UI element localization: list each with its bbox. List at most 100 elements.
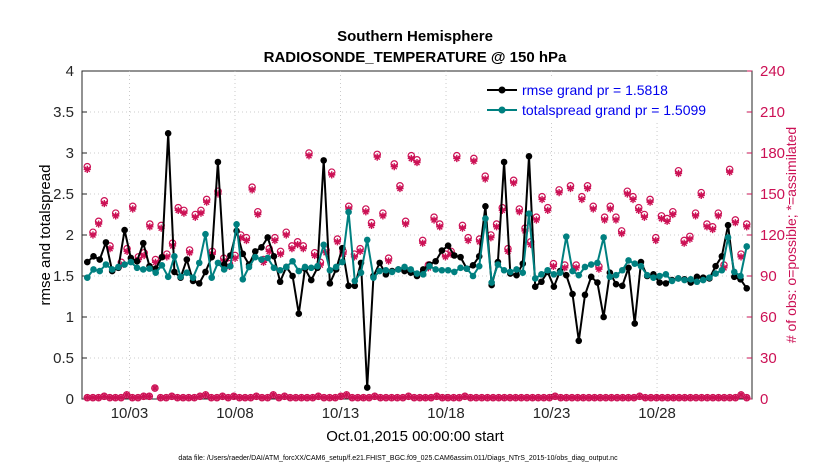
obs-assimilated-marker: [433, 392, 441, 400]
point-spread: [133, 264, 141, 272]
obs-assimilated-marker: [726, 168, 734, 176]
obs-assimilated-marker: [663, 217, 671, 225]
point-spread: [475, 262, 483, 270]
obs-assimilated-marker: [111, 394, 120, 402]
point-spread: [332, 263, 340, 271]
y2-tick-label: 180: [760, 145, 785, 162]
obs-assimilated-marker: [286, 394, 294, 402]
point-spread: [730, 268, 738, 276]
obs-assimilated-marker: [190, 394, 198, 402]
obs-assimilated-marker: [606, 205, 614, 213]
point-spread: [102, 261, 110, 268]
point-rmse: [581, 291, 589, 299]
point-rmse: [625, 264, 632, 272]
point-rmse: [662, 280, 670, 287]
point-spread: [519, 269, 527, 277]
obs-assimilated-marker: [356, 247, 364, 255]
obs-assimilated-marker: [714, 212, 722, 220]
point-spread: [289, 257, 296, 265]
obs-assimilated-marker: [123, 247, 131, 255]
obs-assimilated-marker: [162, 394, 170, 402]
point-rmse: [202, 268, 209, 276]
y2-tick-label: 210: [760, 104, 785, 121]
obs-assimilated-marker: [89, 394, 97, 402]
point-spread: [270, 264, 278, 272]
point-spread: [139, 266, 147, 273]
point-spread: [662, 271, 670, 278]
point-spread: [314, 262, 321, 270]
obs-assimilated-marker: [259, 258, 268, 266]
obs-assimilated-marker: [157, 224, 165, 232]
obs-assimilated-marker: [151, 384, 159, 392]
x-tick-label: 10/08: [216, 405, 254, 422]
point-spread: [326, 266, 334, 274]
y2-axis-label: # of obs: o=possible; *=assimilated: [783, 127, 799, 343]
obs-assimilated-marker: [466, 394, 475, 402]
obs-assimilated-marker: [441, 253, 450, 261]
obs-assimilated-marker: [196, 392, 204, 400]
point-rmse: [164, 130, 172, 137]
obs-assimilated-marker: [731, 219, 739, 227]
obs-assimilated-marker: [528, 394, 537, 402]
point-rmse: [345, 282, 352, 290]
obs-assimilated-marker: [241, 394, 249, 402]
point-spread: [158, 262, 166, 269]
obs-assimilated-marker: [214, 190, 222, 198]
obs-assimilated-marker: [237, 234, 245, 242]
obs-assimilated-marker: [140, 251, 148, 260]
y2-tick-label: 0: [760, 391, 768, 408]
point-spread: [637, 262, 645, 270]
point-spread: [195, 259, 203, 267]
point-spread: [295, 267, 303, 275]
point-spread: [438, 266, 446, 274]
obs-assimilated-marker: [504, 247, 512, 255]
point-spread: [681, 276, 688, 284]
obs-assimilated-marker: [601, 216, 609, 224]
footnote: data file: /Users/raeder/DAI/ATM_forcXX/…: [178, 455, 618, 462]
point-rmse: [121, 226, 128, 234]
obs-assimilated-marker: [393, 394, 401, 402]
obs-assimilated-marker: [447, 250, 455, 258]
point-spread: [432, 266, 439, 273]
point-spread: [550, 271, 558, 278]
point-rmse: [307, 276, 315, 284]
obs-assimilated-marker: [416, 394, 424, 402]
obs-assimilated-marker: [376, 394, 384, 402]
point-spread: [220, 266, 228, 273]
obs-assimilated-marker: [311, 251, 319, 260]
obs-assimilated-marker: [185, 394, 193, 402]
obs-assimilated-marker: [680, 239, 688, 247]
point-spread: [183, 269, 191, 277]
obs-assimilated-marker: [720, 394, 728, 402]
point-rmse: [575, 337, 583, 345]
obs-assimilated-marker: [203, 198, 211, 206]
obs-assimilated-marker: [630, 394, 638, 402]
point-spread: [208, 274, 215, 281]
point-rmse: [712, 262, 719, 270]
obs-assimilated-marker: [179, 394, 187, 402]
point-rmse: [482, 203, 489, 210]
point-spread: [401, 263, 408, 271]
point-rmse: [550, 283, 558, 290]
obs-assimilated-marker: [731, 394, 740, 402]
obs-assimilated-marker: [180, 209, 188, 217]
point-rmse: [171, 268, 178, 276]
point-spread: [214, 259, 222, 267]
obs-assimilated-marker: [173, 394, 182, 402]
point-spread: [631, 260, 639, 268]
obs-assimilated-marker: [618, 230, 626, 238]
obs-assimilated-marker: [362, 208, 370, 216]
point-spread: [513, 266, 520, 273]
obs-assimilated-marker: [551, 392, 559, 400]
obs-assimilated-marker: [163, 253, 171, 261]
point-spread: [202, 230, 209, 238]
point-rmse: [208, 253, 215, 261]
point-rmse: [289, 272, 296, 280]
obs-assimilated-marker: [348, 394, 356, 402]
obs-assimilated-marker: [112, 212, 120, 220]
point-spread: [351, 277, 359, 285]
obs-assimilated-marker: [540, 394, 548, 402]
obs-assimilated-marker: [350, 253, 359, 261]
obs-assimilated-marker: [635, 206, 643, 214]
point-rmse: [500, 158, 508, 166]
